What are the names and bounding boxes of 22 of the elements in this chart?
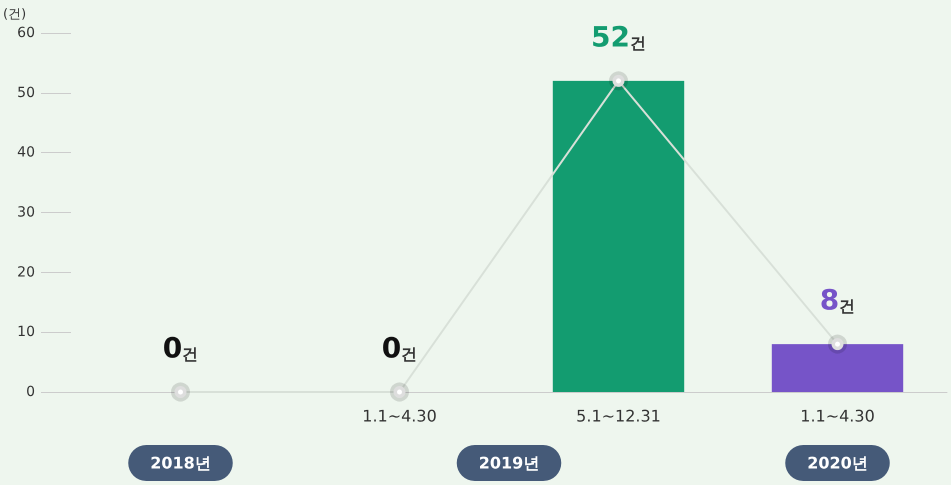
y-tick-label: 60 [17, 25, 35, 41]
data-label: 52건 [591, 20, 646, 54]
y-tick-label: 0 [26, 384, 35, 400]
point [390, 382, 409, 402]
x-tick-label: 1.1~4.30 [362, 406, 437, 426]
y-tick-label: 30 [17, 204, 35, 220]
point [828, 334, 847, 354]
text: 2019년 [478, 454, 540, 472]
point [609, 71, 628, 90]
data-label: 8건 [820, 284, 856, 317]
y-tick-label: 50 [17, 84, 35, 101]
text: 2018년 [150, 454, 211, 472]
y-tick-label: 40 [17, 144, 35, 161]
y-tick-label: 10 [17, 324, 35, 340]
data-label: 0건 [162, 332, 198, 364]
data-label: 0건 [382, 332, 418, 364]
text: 2020년 [807, 454, 868, 472]
x-tick-label: 5.1~12.31 [576, 406, 661, 426]
x-tick-label: 1.1~4.30 [800, 406, 875, 426]
y-axis-title: (건) [3, 7, 26, 22]
point [171, 382, 190, 402]
y-tick-label: 20 [17, 264, 35, 280]
